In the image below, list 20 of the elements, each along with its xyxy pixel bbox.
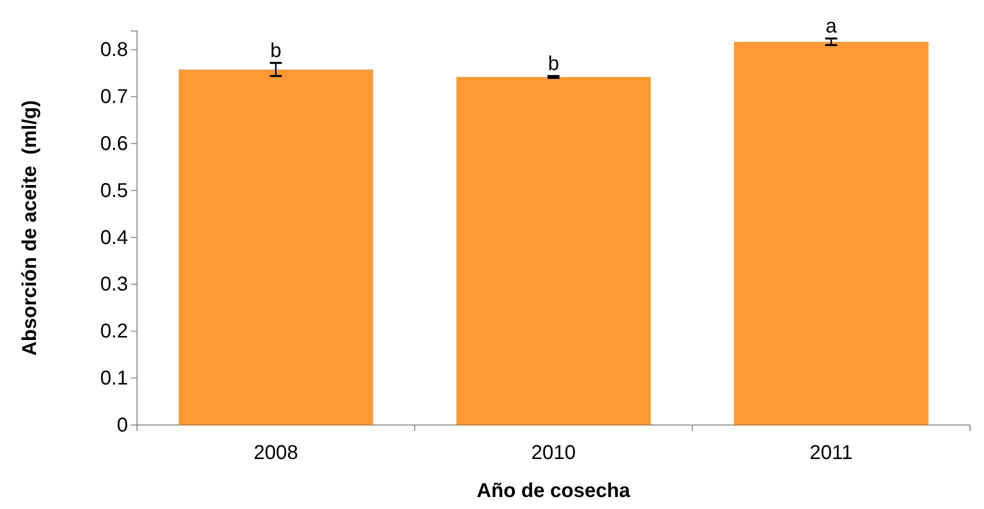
- y-tick-label: 0.4: [100, 226, 128, 249]
- x-tick-label: 2010: [531, 442, 576, 464]
- y-tick-label: 0.7: [100, 86, 128, 108]
- bar: [178, 69, 374, 425]
- bar: [456, 76, 651, 425]
- y-tick-label: 0: [116, 414, 128, 436]
- y-tick-label: 0.1: [100, 367, 128, 390]
- x-tick-label: 2008: [254, 442, 298, 464]
- y-tick-label: 0.5: [100, 180, 128, 202]
- y-axis-title: Absorción de aceite (ml/g): [19, 100, 41, 356]
- x-tick-label: 2011: [810, 442, 853, 464]
- annotation: a: [826, 16, 838, 38]
- y-tick-label: 0.6: [100, 132, 128, 155]
- y-tick-label: 0.3: [100, 274, 128, 296]
- y-tick-label: 0.2: [100, 320, 128, 343]
- annotation: b: [548, 53, 560, 76]
- y-tick-label: 0.8: [100, 39, 128, 62]
- x-axis-title: Año de cosecha: [476, 480, 632, 502]
- bar: [734, 42, 928, 425]
- annotation: b: [270, 40, 282, 62]
